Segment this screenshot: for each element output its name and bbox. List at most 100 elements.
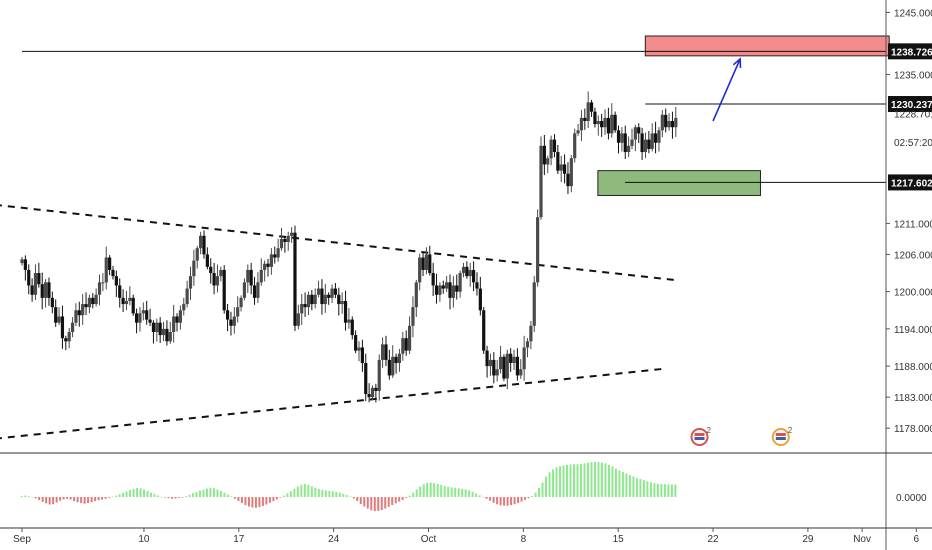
candle-body xyxy=(374,387,378,391)
oscillator-bar xyxy=(223,492,226,497)
arrow-head xyxy=(732,57,742,68)
candle xyxy=(236,296,240,323)
candle-body xyxy=(630,139,634,146)
candle-body xyxy=(381,344,385,360)
candle-body xyxy=(81,304,85,316)
oscillator-bar xyxy=(331,491,334,497)
candle xyxy=(323,283,327,313)
candle xyxy=(546,155,550,174)
candle xyxy=(128,286,132,306)
candle xyxy=(674,107,678,137)
oscillator-bar xyxy=(457,488,460,497)
candle xyxy=(300,293,304,325)
oscillator-bar xyxy=(125,491,128,497)
time-tick-label: 10 xyxy=(138,534,150,545)
oscillator-bar xyxy=(674,484,677,497)
candle-body xyxy=(225,310,230,320)
candle-body xyxy=(519,369,523,376)
candle-body xyxy=(448,282,452,298)
candle-body xyxy=(576,130,580,134)
oscillator-bar xyxy=(450,487,453,497)
oscillator-bar xyxy=(101,497,104,500)
oscillator-bar xyxy=(198,490,201,497)
price-tick-label: 1183.000 xyxy=(894,393,932,404)
oscillator-bar xyxy=(454,487,457,497)
candle-body xyxy=(532,282,536,326)
candle-body xyxy=(172,316,176,332)
price-tag-label: 1238.726 xyxy=(891,47,932,58)
candle-body xyxy=(593,111,597,125)
candle xyxy=(347,307,351,329)
oscillator-bar xyxy=(146,490,149,497)
candle xyxy=(384,335,388,367)
candle-body xyxy=(256,282,260,298)
oscillator-bar xyxy=(373,497,376,512)
oscillator-bar xyxy=(244,497,247,506)
candle xyxy=(502,354,506,382)
oscillator-bar xyxy=(642,480,645,497)
oscillator-bar xyxy=(129,490,132,497)
oscillator-bar xyxy=(41,497,44,502)
candle xyxy=(600,113,604,137)
oscillator-bar xyxy=(499,497,502,506)
candle xyxy=(596,115,600,136)
candle xyxy=(67,327,71,349)
candle xyxy=(296,304,300,330)
oscillator-bar xyxy=(233,497,236,499)
candle xyxy=(33,264,38,300)
candle-body xyxy=(290,232,294,236)
candle-body xyxy=(209,266,213,274)
candle-body xyxy=(84,304,88,308)
oscillator-bar xyxy=(632,476,635,497)
candle xyxy=(434,273,439,304)
flag-stripe xyxy=(694,433,705,436)
candle xyxy=(37,262,41,288)
oscillator-bar xyxy=(157,495,160,497)
candle xyxy=(593,107,597,128)
oscillator-bar xyxy=(649,482,652,497)
candle xyxy=(586,91,590,129)
oscillator-bar xyxy=(534,492,537,497)
candle xyxy=(81,293,85,325)
candle-body xyxy=(158,322,162,336)
arrow-layer xyxy=(712,57,742,122)
candle xyxy=(492,352,496,384)
candle xyxy=(569,154,573,193)
oscillator-bar xyxy=(279,497,282,498)
candle-body xyxy=(266,263,270,267)
oscillator-bar xyxy=(275,497,278,500)
candle-body xyxy=(47,282,51,298)
candle xyxy=(488,353,493,376)
oscillator-bar xyxy=(436,483,439,497)
candle xyxy=(397,348,402,372)
oscillator-bar xyxy=(517,497,520,504)
oscillator-bar xyxy=(653,483,656,497)
candle-body xyxy=(323,294,327,305)
candle xyxy=(539,136,543,220)
candle-body xyxy=(441,285,445,289)
oscillator-bar xyxy=(261,497,264,506)
price-tag-label: 1230.237 xyxy=(891,100,932,111)
oscillator-bar xyxy=(356,497,359,502)
candle-body xyxy=(461,266,466,274)
candle-body xyxy=(600,121,604,128)
oscillator-bar xyxy=(150,492,153,497)
candle-body xyxy=(64,338,68,342)
candle xyxy=(630,128,634,150)
candle-body xyxy=(434,285,439,295)
candle-body xyxy=(525,341,530,348)
oscillator-bar xyxy=(174,497,177,499)
candle-body xyxy=(340,300,344,305)
candle xyxy=(74,303,78,327)
oscillator-bar xyxy=(590,462,593,497)
candle-body xyxy=(603,117,607,128)
price-tag-label: 1217.602 xyxy=(891,178,932,189)
candle xyxy=(495,359,499,382)
oscillator-bar xyxy=(656,483,659,497)
candle xyxy=(471,261,476,292)
candle-body xyxy=(418,257,422,283)
oscillator-bar xyxy=(527,497,530,499)
price-tag-box xyxy=(888,96,932,113)
candle xyxy=(87,294,92,314)
